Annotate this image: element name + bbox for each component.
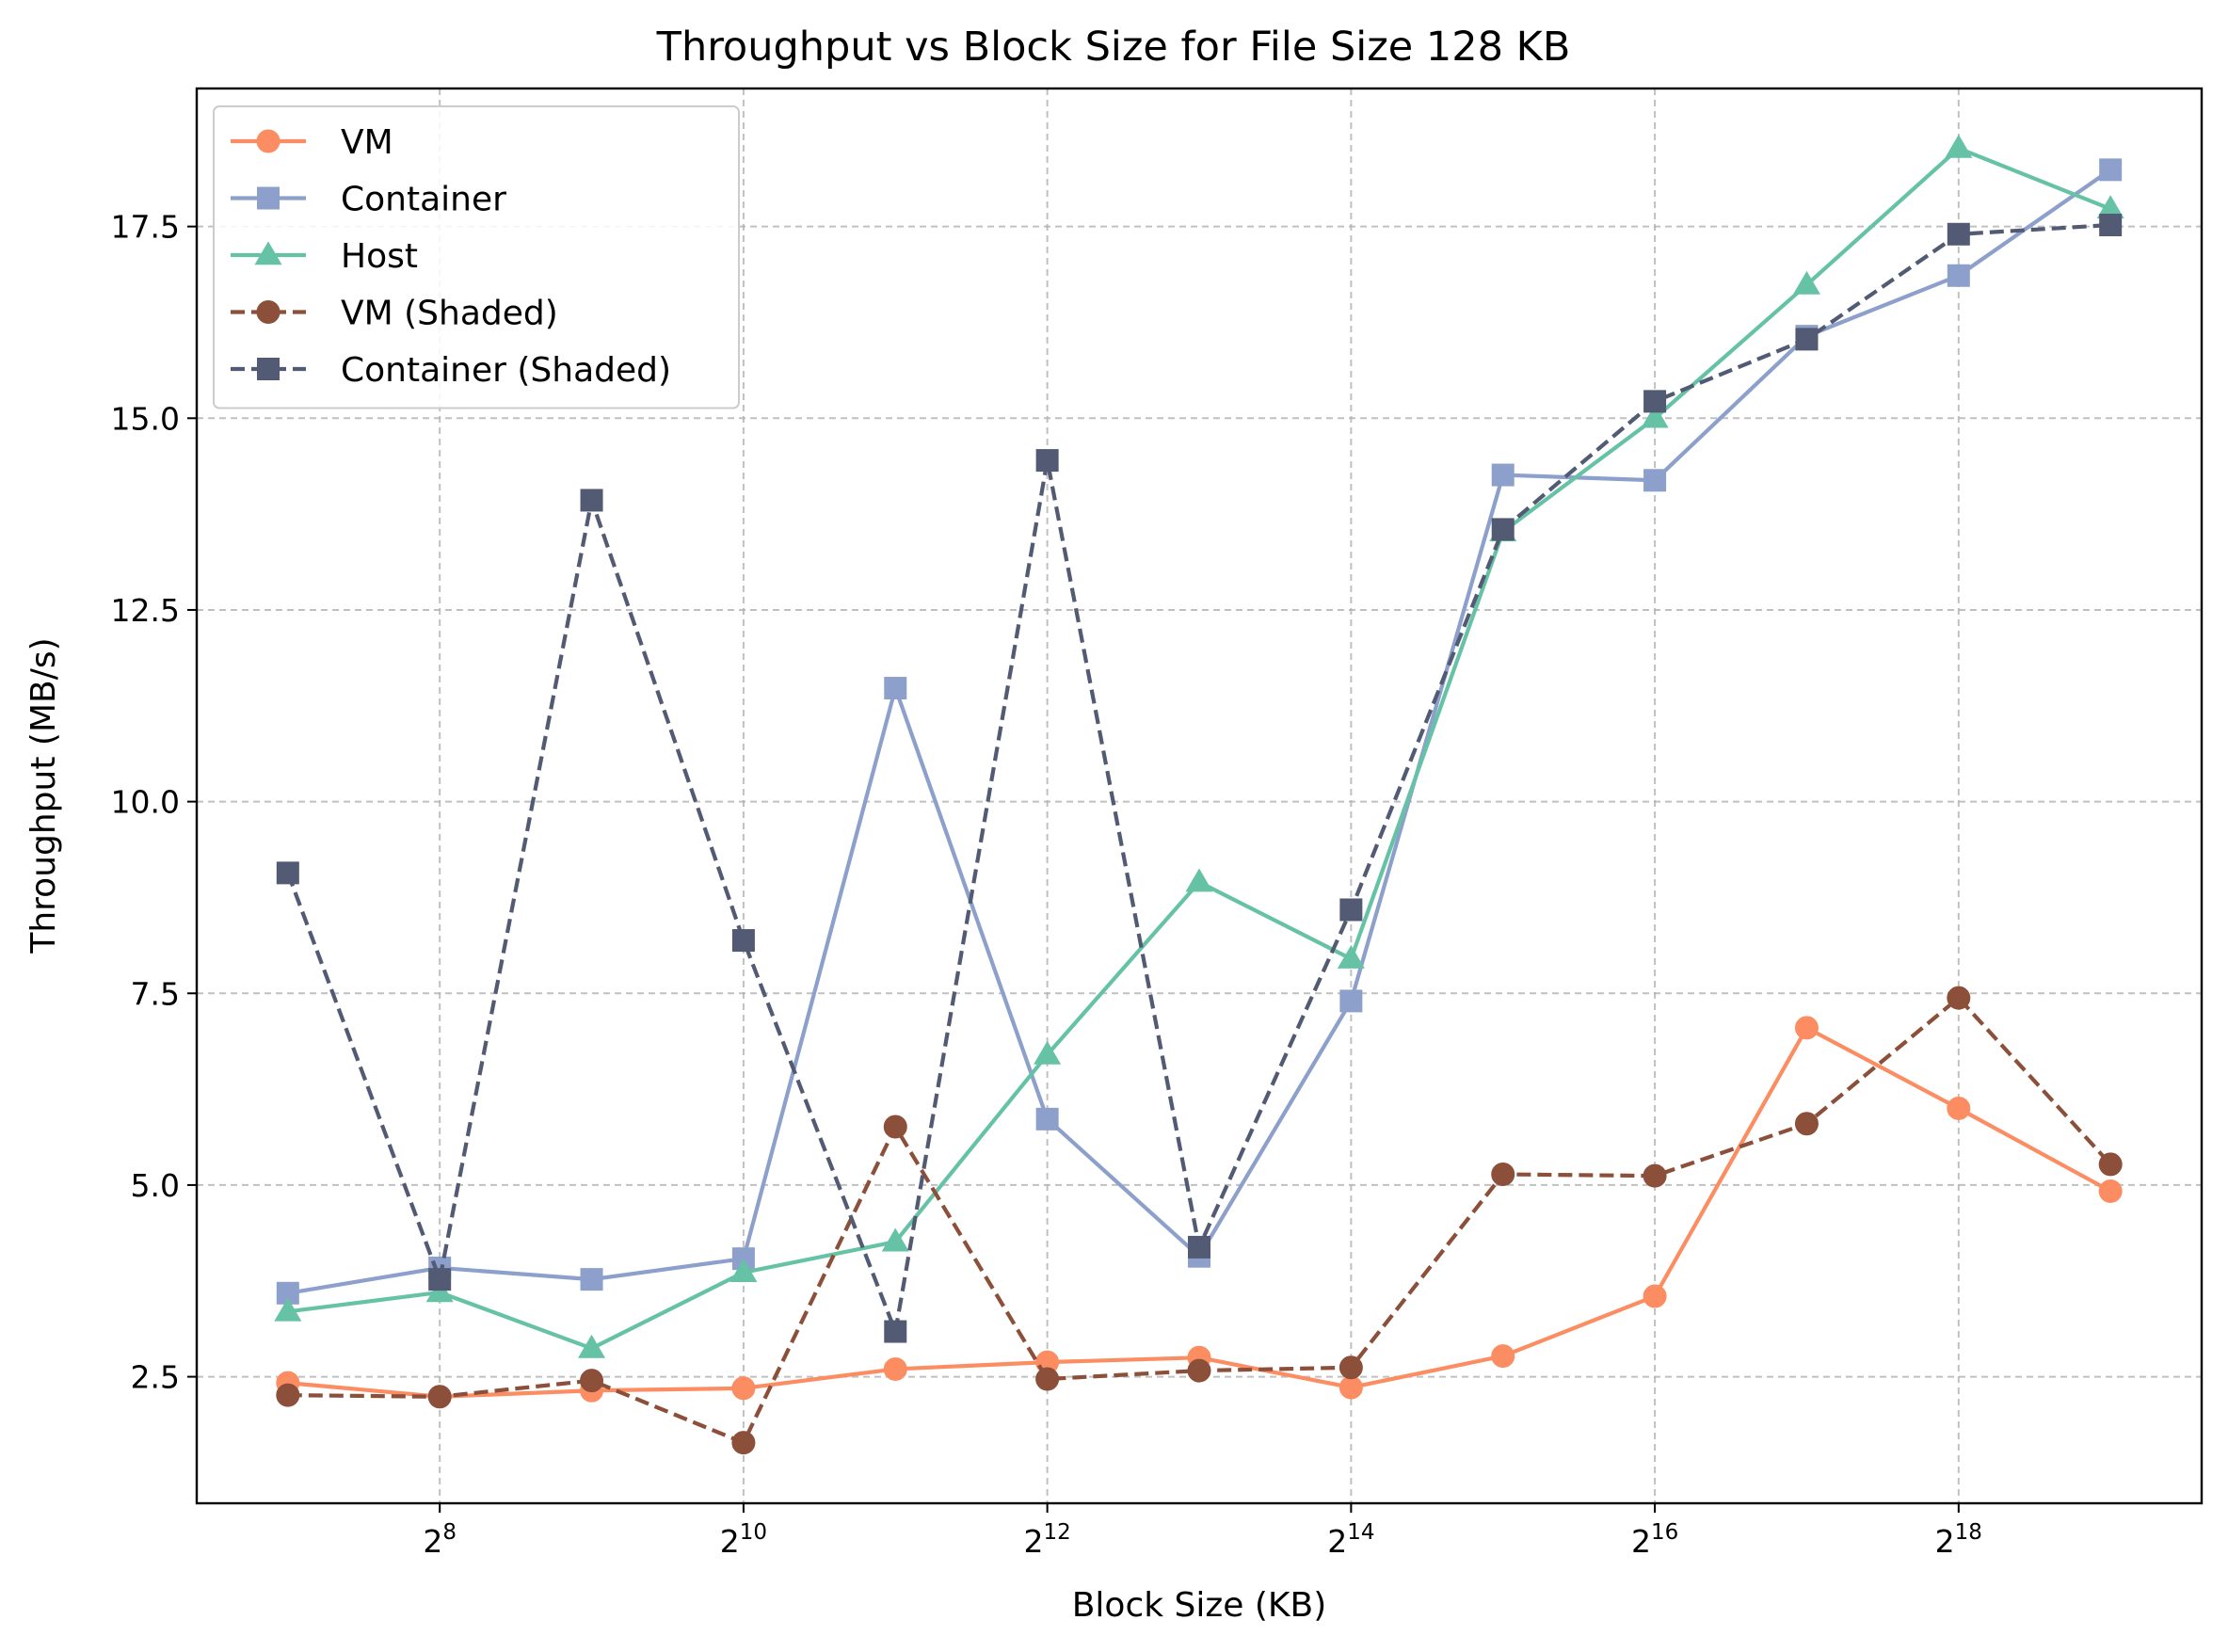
data-point-container-shaded <box>884 1320 907 1343</box>
data-point-vm-shaded <box>1187 1358 1211 1383</box>
data-point-vm-shaded <box>2098 1152 2123 1177</box>
data-point-vm <box>1338 1375 1363 1400</box>
x-tick-label: 216 <box>1631 1520 1678 1560</box>
series-container-shaded <box>276 214 2123 1343</box>
data-point-container-shaded <box>1795 328 1819 351</box>
series-vm-shaded <box>276 986 2123 1455</box>
data-point-vm-shaded <box>731 1431 756 1455</box>
legend-swatch-marker <box>256 129 281 153</box>
data-point-container <box>1643 469 1667 492</box>
data-point-host <box>1337 944 1365 969</box>
data-point-vm <box>1794 1016 1819 1040</box>
y-tick-label: 15.0 <box>111 400 180 437</box>
x-axis-ticks: 28 210 212 214 216 218 <box>423 1503 1982 1560</box>
data-point-host <box>881 1227 909 1252</box>
chart-title: Throughput vs Block Size for File Size 1… <box>656 24 1571 71</box>
legend-item-vm-shaded: VM (Shaded) <box>231 295 558 333</box>
data-point-vm <box>1491 1344 1515 1369</box>
x-tick-label: 28 <box>423 1520 457 1560</box>
data-point-container-shaded <box>1491 518 1515 541</box>
legend-swatch-marker <box>257 358 280 380</box>
data-point-host <box>1641 404 1669 428</box>
series-line-vm <box>287 1025 2112 1399</box>
plot-frame <box>195 87 2204 1505</box>
legend: VM Container Host VM (Shaded) Container (Sha… <box>213 105 740 409</box>
y-tick-label: 12.5 <box>111 592 180 629</box>
data-point-vm-shaded <box>1947 986 1971 1010</box>
data-point-host <box>1945 134 1973 158</box>
y-tick-label: 10.0 <box>111 784 180 821</box>
legend-item-host: Host <box>231 237 418 276</box>
data-point-vm-shaded <box>427 1385 452 1409</box>
y-tick-label: 17.5 <box>111 209 180 246</box>
y-tick-label: 5.0 <box>131 1167 180 1204</box>
x-tick-label: 212 <box>1023 1520 1070 1560</box>
data-point-host <box>1792 270 1820 295</box>
data-point-host <box>1185 868 1213 892</box>
y-axis-ticks: 2.5 5.0 7.5 10.0 12.5 15.0 17.5 <box>111 209 197 1396</box>
data-point-host <box>274 1297 302 1322</box>
data-point-container-shaded <box>1188 1235 1210 1259</box>
data-point-container-shaded <box>1643 390 1667 413</box>
legend-label: VM (Shaded) <box>341 295 558 333</box>
y-tick-label: 7.5 <box>131 975 180 1012</box>
data-point-container <box>1339 989 1363 1013</box>
y-tick-label: 2.5 <box>131 1359 180 1396</box>
legend-swatch-marker <box>257 186 280 210</box>
y-axis-label: Throughput (MB/s) <box>24 637 63 954</box>
data-point-container-shaded <box>1339 898 1363 922</box>
data-point-container <box>580 1268 603 1291</box>
legend-label: VM <box>341 123 393 162</box>
data-point-container-shaded <box>276 861 299 885</box>
legend-label: Container <box>341 181 506 219</box>
data-point-host <box>729 1259 758 1283</box>
legend-item-container-shaded: Container (Shaded) <box>231 351 671 390</box>
legend-label: Container (Shaded) <box>341 351 671 390</box>
legend-swatch-marker <box>256 300 281 324</box>
data-point-container-shaded <box>580 489 603 512</box>
data-point-container-shaded <box>1947 222 1970 246</box>
data-point-container-shaded <box>428 1268 452 1291</box>
data-point-vm <box>1947 1096 1971 1120</box>
data-point-vm-shaded <box>1794 1112 1819 1136</box>
legend-label: Host <box>341 237 418 276</box>
data-point-container <box>1035 1107 1059 1131</box>
x-tick-label: 218 <box>1935 1520 1982 1560</box>
data-point-vm <box>1643 1284 1667 1308</box>
data-point-vm-shaded <box>580 1369 604 1393</box>
data-point-vm-shaded <box>1643 1163 1667 1188</box>
data-point-host <box>1034 1040 1062 1065</box>
data-point-vm <box>883 1356 907 1381</box>
data-point-vm-shaded <box>276 1383 300 1407</box>
legend-swatch-marker <box>254 241 282 265</box>
x-tick-label: 210 <box>720 1520 767 1560</box>
data-point-host <box>578 1334 606 1358</box>
legend-item-vm: VM <box>231 123 393 162</box>
data-point-container-shaded <box>1035 449 1059 473</box>
data-point-vm <box>731 1376 756 1401</box>
x-tick-label: 214 <box>1327 1520 1374 1560</box>
data-point-container <box>1947 264 1970 287</box>
data-point-vm-shaded <box>1035 1367 1060 1391</box>
data-point-vm-shaded <box>1491 1163 1515 1187</box>
series-vm <box>276 1016 2123 1409</box>
data-point-vm-shaded <box>883 1115 907 1139</box>
series-layer <box>274 134 2124 1455</box>
legend-item-container: Container <box>231 181 506 219</box>
data-point-container <box>2099 158 2123 182</box>
data-point-container <box>884 677 907 700</box>
data-point-container-shaded <box>2099 214 2123 237</box>
data-point-container-shaded <box>731 929 755 953</box>
data-point-vm-shaded <box>1338 1355 1363 1380</box>
data-point-vm <box>2098 1179 2123 1203</box>
legend-box <box>213 105 740 409</box>
x-axis-label: Block Size (KB) <box>1072 1586 1327 1625</box>
data-point-container <box>1491 463 1515 487</box>
